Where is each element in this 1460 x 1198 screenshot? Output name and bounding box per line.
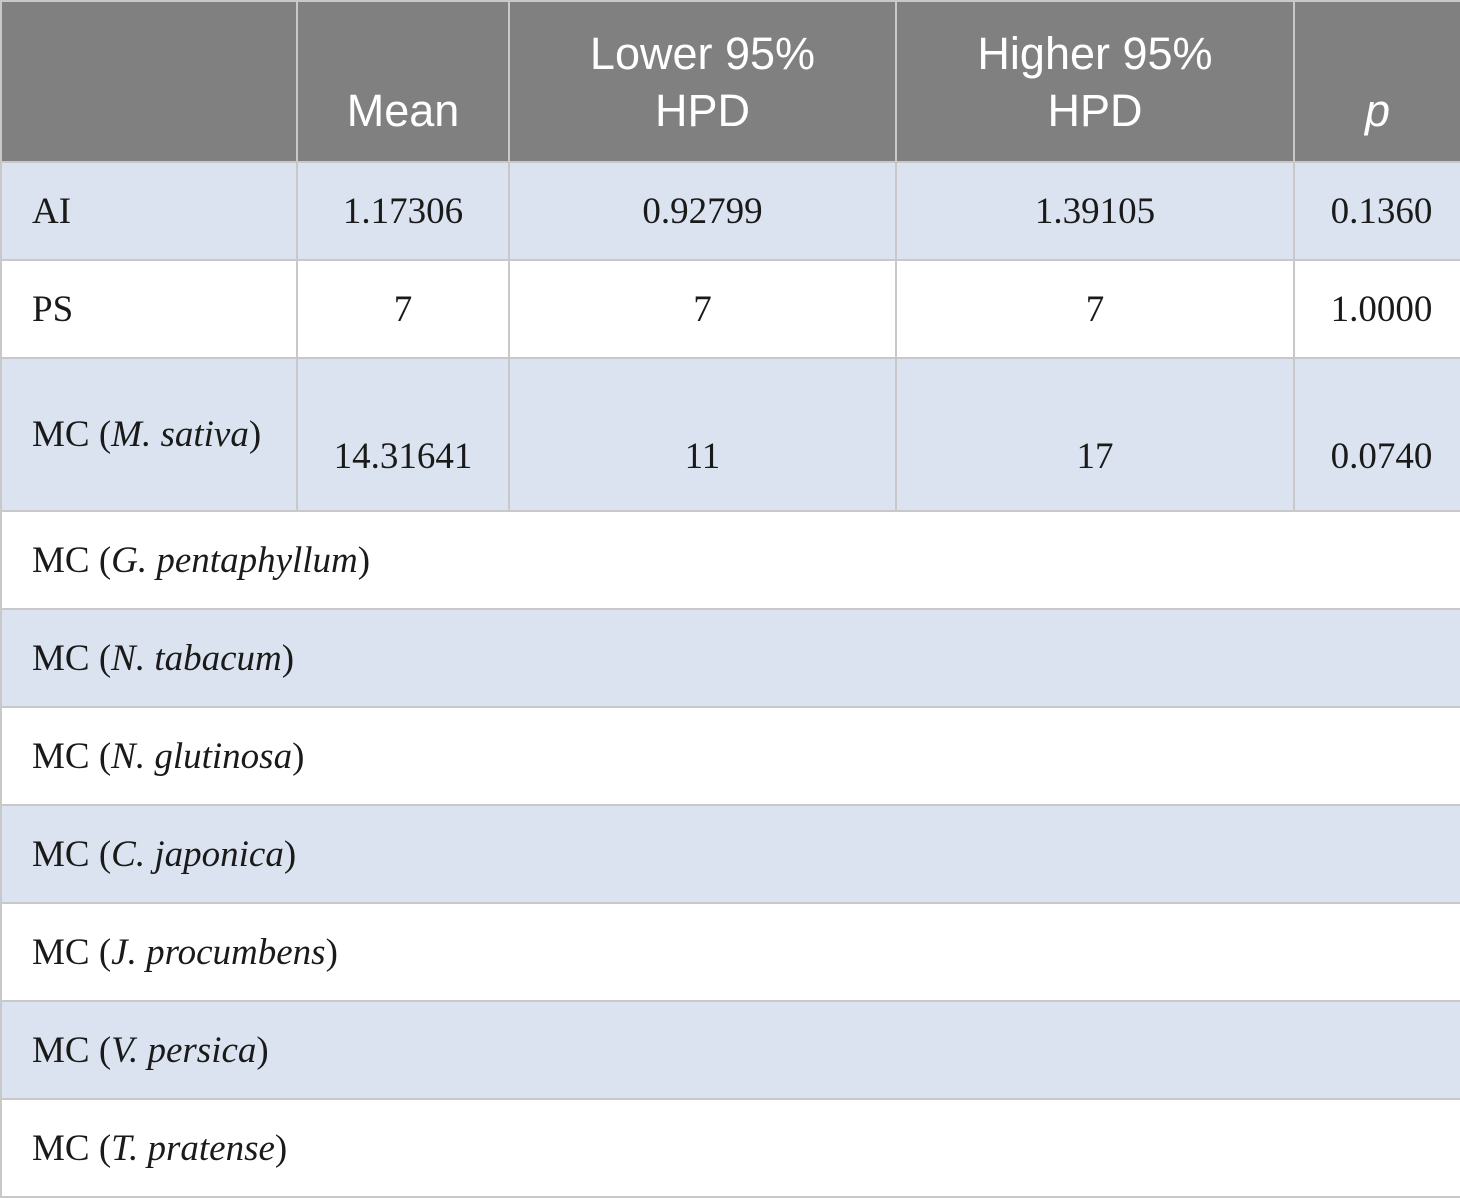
header-line: HPD [654,85,750,136]
label-prefix: MC ( [32,931,112,973]
species-name: M. sativa [111,414,249,455]
table-row-mc-species: MC (G. pentaphyllum) [0,510,1460,610]
header-mean: Mean [296,0,510,163]
species-name: T. pratense [111,1127,275,1169]
table-row-mc-species: MC (N. tabacum) [0,608,1460,708]
table-row-mc-m-sativa: MC (M. sativa) 14.31641 11 17 0.0740 [0,357,1460,512]
species-name: C. japonica [111,833,284,875]
header-lower-hpd: Lower 95% HPD [508,0,897,163]
cell-higher-hpd: 1.39105 [895,161,1295,261]
row-label: AI [0,161,298,261]
label-prefix: MC ( [32,1127,112,1169]
table-row-mc-species: MC (V. persica) [0,1000,1460,1100]
label-suffix: ) [274,1127,288,1169]
header-line: Lower 95% [589,28,816,79]
label-prefix: MC ( [32,539,112,581]
header-p-value: p [1293,0,1460,163]
row-label: PS [0,259,298,359]
cell-p-value: 0.1360 [1293,161,1460,261]
species-name: N. tabacum [111,637,282,679]
label-suffix: ) [357,539,371,581]
cell-lower-hpd: 0.92799 [508,161,897,261]
row-label: MC (C. japonica) [0,804,1460,904]
table-body: AI 1.17306 0.92799 1.39105 0.1360 PS 7 7… [0,161,1460,1198]
label-prefix: MC ( [32,1029,112,1071]
species-name: J. procumbens [111,931,326,973]
cell-lower-hpd: 11 [508,357,897,512]
species-name: V. persica [111,1029,257,1071]
label-prefix: MC ( [32,833,112,875]
label-suffix: ) [292,735,305,777]
row-label: MC (T. pratense) [0,1098,1460,1198]
cell-mean: 7 [296,259,510,359]
table-row-mc-species: MC (N. glutinosa) [0,706,1460,806]
row-label: MC (V. persica) [0,1000,1460,1100]
header-row: Mean Lower 95% HPD Higher 95% HPD p [0,0,1460,163]
header-line: HPD [1047,85,1143,136]
table-row-ai: AI 1.17306 0.92799 1.39105 0.1360 [0,161,1460,261]
label-suffix: ) [256,1029,269,1071]
header-line: Mean [346,85,460,136]
table-row-mc-species: MC (C. japonica) [0,804,1460,904]
header-line: Higher 95% [977,28,1213,79]
label-prefix: MC ( [32,637,112,679]
cell-mean: 1.17306 [296,161,510,261]
row-label: MC (M. sativa) [0,357,298,512]
table-row-mc-species: MC (T. pratense) [0,1098,1460,1198]
cell-higher-hpd: 7 [895,259,1295,359]
label-prefix: MC ( [32,414,112,455]
header-line: p [1364,85,1391,136]
label-suffix: ) [325,931,338,973]
table-row-ps: PS 7 7 7 1.0000 [0,259,1460,359]
cell-p-value: 0.0740 [1293,357,1460,512]
species-name: N. glutinosa [111,735,293,777]
table-header: Mean Lower 95% HPD Higher 95% HPD p [0,0,1460,163]
cell-lower-hpd: 7 [508,259,897,359]
label-suffix: ) [248,414,262,455]
row-label: MC (G. pentaphyllum) [0,510,1460,610]
cell-p-value: 1.0000 [1293,259,1460,359]
table-row-mc-species: MC (J. procumbens) [0,902,1460,1002]
header-blank [0,0,298,163]
label-suffix: ) [281,637,295,679]
row-label: MC (N. glutinosa) [0,706,1460,806]
label-suffix: ) [283,833,297,875]
header-higher-hpd: Higher 95% HPD [895,0,1295,163]
row-label: MC (J. procumbens) [0,902,1460,1002]
row-label: MC (N. tabacum) [0,608,1460,708]
species-name: G. pentaphyllum [111,539,358,581]
cell-mean: 14.31641 [296,357,510,512]
cell-higher-hpd: 17 [895,357,1295,512]
label-prefix: MC ( [32,735,112,777]
